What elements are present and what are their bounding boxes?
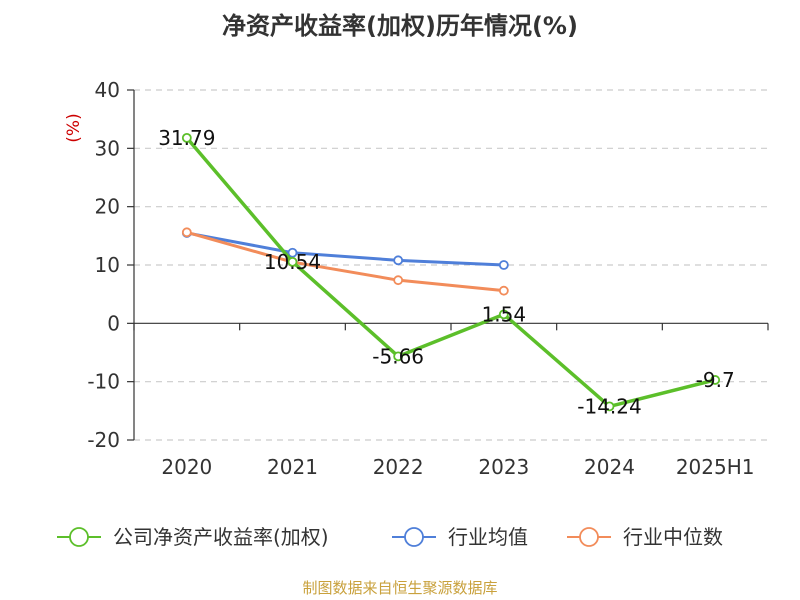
series-point xyxy=(498,309,509,320)
x-tick-label: 2021 xyxy=(267,455,318,479)
axes: 40 30 20 10 0 -10 -20 (%) 2020 2021 2022 2023 2024 20… xyxy=(64,78,769,479)
y-tick-label: -10 xyxy=(87,370,120,394)
series-point xyxy=(393,275,404,286)
x-tick-label: 2025H1 xyxy=(676,455,755,479)
legend-label: 行业均值 xyxy=(448,525,528,549)
y-axis-label: (%) xyxy=(64,113,84,142)
y-tick-label: -20 xyxy=(87,428,120,452)
series-lines xyxy=(181,132,721,412)
series-point xyxy=(393,255,404,266)
x-tick-label: 2023 xyxy=(478,455,529,479)
series-point xyxy=(604,401,615,412)
data-label: -14.24 xyxy=(577,394,641,418)
x-tick-label: 2022 xyxy=(373,455,424,479)
x-tick-label: 2020 xyxy=(161,455,212,479)
y-tick-label: 10 xyxy=(95,253,120,277)
data-label: 31.79 xyxy=(158,126,215,150)
legend: 公司净资产收益率(加权) 行业均值 行业中位数 xyxy=(57,525,723,549)
data-labels: 31.79 10.54 -5.66 1.54 -14.24 -9.7 xyxy=(158,126,734,419)
data-label: -5.66 xyxy=(372,344,424,368)
x-tick-label: 2024 xyxy=(584,455,635,479)
legend-marker xyxy=(69,527,89,547)
legend-marker xyxy=(579,527,599,547)
series-point xyxy=(181,132,192,143)
series-point xyxy=(287,247,298,258)
series-point xyxy=(393,351,404,362)
legend-label: 行业中位数 xyxy=(623,525,723,549)
source-note: 制图数据来自恒生聚源数据库 xyxy=(302,579,498,597)
y-tick-label: 0 xyxy=(107,311,120,335)
series-point xyxy=(498,260,509,270)
data-label: 1.54 xyxy=(482,302,527,326)
series-point xyxy=(710,375,721,385)
series-line xyxy=(186,230,504,293)
series-line xyxy=(185,136,716,409)
chart-title: 净资产收益率(加权)历年情况(%) xyxy=(222,12,578,40)
series-point xyxy=(181,227,192,238)
series-point xyxy=(498,285,509,296)
grid-lines xyxy=(134,89,768,441)
legend-marker xyxy=(404,527,424,547)
y-tick-label: 30 xyxy=(95,136,120,160)
series-point xyxy=(287,256,298,267)
legend-label: 公司净资产收益率(加权) xyxy=(113,525,329,549)
y-tick-label: 20 xyxy=(95,195,120,219)
data-label: 10.54 xyxy=(264,250,321,274)
series-line xyxy=(186,231,504,267)
data-label: -9.7 xyxy=(696,368,735,392)
y-tick-label: 40 xyxy=(95,78,120,102)
